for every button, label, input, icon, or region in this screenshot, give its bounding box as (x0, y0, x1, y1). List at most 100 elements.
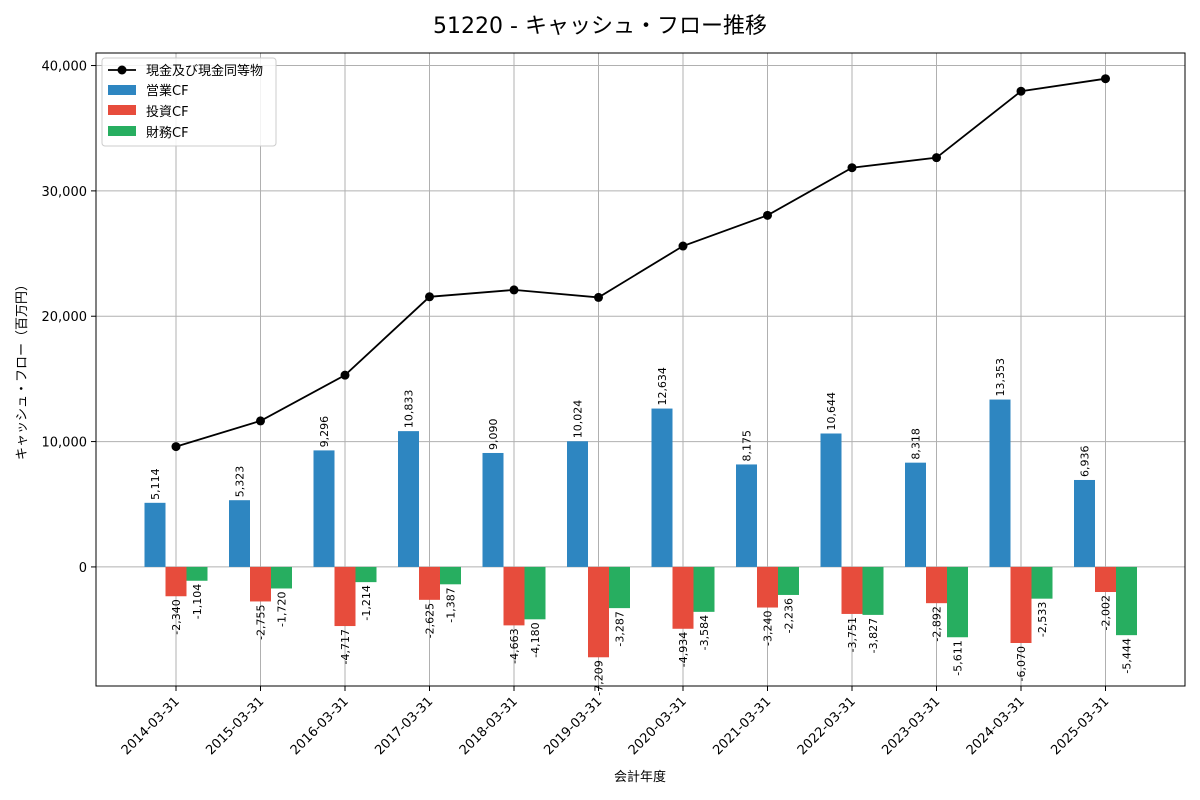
bar (736, 464, 757, 567)
bar-value-label: 8,318 (910, 428, 923, 460)
x-tick-label: 2024-03-31 (964, 694, 1028, 758)
bar-value-label: -1,720 (276, 591, 289, 626)
legend-label-investing: 投資CF (146, 104, 189, 120)
bar-value-label: -2,002 (1100, 595, 1113, 630)
bar-value-label: -2,340 (170, 599, 183, 634)
bar (313, 450, 335, 567)
bar (1116, 566, 1137, 636)
y-tick-label: 40,000 (42, 60, 88, 75)
bar (820, 433, 842, 567)
bar (588, 566, 609, 658)
bar (1010, 566, 1032, 644)
bar-label-layer: 5,114 5,323 9,296 10,833 9,090 10,024 12,634 8,… (149, 358, 1134, 696)
bar (1095, 566, 1116, 593)
bar (144, 502, 166, 567)
bar (778, 566, 799, 595)
bar-value-label: 10,833 (403, 390, 416, 429)
bar (672, 566, 694, 629)
bar-value-label: 5,114 (149, 468, 162, 500)
cash-line-point (256, 416, 265, 426)
bar (947, 566, 968, 638)
bar-value-label: 9,090 (487, 418, 500, 450)
bar-value-label: -1,104 (191, 584, 204, 619)
bar-value-label: 6,936 (1079, 445, 1092, 477)
chart-title: 51220 - キャッシュ・フロー推移 (433, 14, 767, 39)
bar-value-label: 13,353 (994, 358, 1007, 397)
bar (482, 452, 504, 567)
x-axis-label: 会計年度 (614, 769, 666, 785)
bar (250, 566, 271, 602)
cash-line-point (763, 210, 772, 220)
bar (905, 462, 926, 567)
bar (693, 566, 715, 612)
cash-line-point (509, 285, 519, 295)
bar (271, 566, 292, 589)
y-axis-label: キャッシュ・フロー（百万円） (15, 278, 30, 460)
bar-value-label: 10,024 (572, 400, 585, 439)
bar-value-label: -2,236 (783, 598, 796, 633)
legend-swatch-operating (108, 85, 136, 95)
bar (651, 408, 673, 567)
bar (841, 566, 863, 614)
x-tick-label: 2020-03-31 (626, 694, 690, 758)
bar-value-label: -4,663 (508, 628, 521, 663)
x-tick-label: 2016-03-31 (288, 694, 352, 758)
cash-line (175, 77, 1106, 448)
bar (926, 566, 947, 604)
legend-line-marker (117, 65, 127, 75)
cash-line-point (1101, 74, 1110, 84)
bar-value-label: -2,533 (1036, 602, 1049, 637)
bar (334, 566, 356, 627)
bar (355, 566, 377, 583)
bar (419, 566, 440, 600)
cash-line-point (594, 292, 603, 302)
legend-label-cash: 現金及び現金同等物 (146, 63, 263, 79)
bar-value-label: -5,444 (1121, 638, 1134, 673)
y-tick-label: 20,000 (42, 310, 88, 325)
plot-frame (95, 52, 1186, 687)
bar-value-label: 9,296 (318, 416, 331, 448)
cash-line-point (171, 442, 181, 452)
cash-line-point (340, 370, 350, 380)
bar-layer (144, 399, 1137, 658)
bar (567, 441, 588, 567)
bar-value-label: -3,287 (614, 611, 627, 646)
legend-label-financing: 財務CF (146, 126, 189, 141)
legend: 現金及び現金同等物 営業CF 投資CF 財務CF (101, 57, 277, 147)
legend-label-operating: 営業CF (146, 83, 189, 99)
bar-value-label: -3,240 (762, 611, 775, 646)
bar-value-label: -4,934 (677, 632, 690, 667)
bar-value-label: -4,717 (339, 629, 352, 664)
bar-value-label: -1,387 (445, 587, 458, 622)
bar (524, 566, 546, 620)
bar-value-label: -2,892 (931, 606, 944, 641)
x-tick-label: 2017-03-31 (372, 694, 436, 758)
bar-value-label: -7,209 (593, 660, 606, 695)
bar-value-label: -2,625 (424, 603, 437, 638)
x-tick-label: 2021-03-31 (710, 694, 774, 758)
bar (989, 399, 1011, 567)
x-tick-label: 2018-03-31 (457, 694, 521, 758)
bar (757, 566, 778, 608)
cash-line-point (932, 153, 941, 163)
bar-value-label: -3,751 (846, 617, 859, 652)
bar-value-label: -4,180 (529, 622, 542, 657)
bar-value-label: 5,323 (234, 466, 247, 498)
y-tick-label: 10,000 (42, 436, 88, 451)
bar (186, 566, 208, 581)
bar (1074, 479, 1095, 567)
bar (503, 566, 525, 626)
bar-value-label: -5,611 (952, 640, 965, 675)
bar-value-label: -1,214 (360, 585, 373, 620)
cash-line-point (678, 241, 688, 251)
y-tick-label: 30,000 (42, 185, 88, 200)
legend-swatch-investing (108, 105, 136, 115)
bar-value-label: -6,070 (1015, 646, 1028, 681)
x-tick-label: 2019-03-31 (541, 694, 605, 758)
cash-line-point (1016, 86, 1026, 96)
bar (440, 566, 461, 585)
legend-box (101, 57, 277, 147)
bar-value-label: -3,827 (867, 618, 880, 653)
bar (398, 431, 419, 567)
